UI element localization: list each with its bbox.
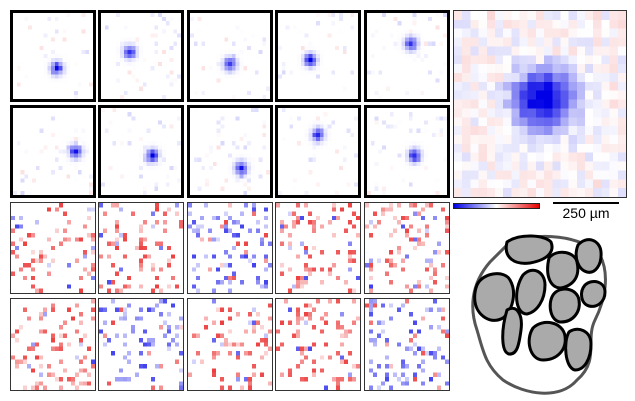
heatmap-canvas xyxy=(278,13,358,99)
heatmap-canvas xyxy=(101,108,181,195)
heatmap-canvas xyxy=(365,299,449,390)
heatmap-canvas xyxy=(99,203,183,293)
cell-shape xyxy=(473,272,515,322)
noise-map-panel xyxy=(187,202,273,294)
heatmap-canvas xyxy=(11,203,95,293)
heatmap-canvas xyxy=(365,203,449,293)
heatmap-canvas xyxy=(276,299,360,390)
heatmap-canvas xyxy=(13,13,93,99)
cell-shape xyxy=(564,327,593,372)
heatmap-canvas xyxy=(276,203,360,293)
colorbar xyxy=(453,203,540,209)
noise-map-panel xyxy=(98,298,184,391)
neuron-map-panel xyxy=(10,10,96,102)
noise-map-panel xyxy=(10,202,96,294)
average-heatmap xyxy=(453,10,627,198)
heatmap-canvas xyxy=(188,299,272,390)
heatmap-canvas xyxy=(188,203,272,293)
neuron-map-panel xyxy=(98,10,184,102)
cell-shape xyxy=(501,306,523,356)
cell-shape xyxy=(527,320,567,362)
noise-map-panel xyxy=(364,202,450,294)
heatmap-canvas xyxy=(13,108,93,195)
neuron-map-panel xyxy=(275,105,361,198)
neuron-map-panel xyxy=(187,105,273,198)
heatmap-canvas xyxy=(99,299,183,390)
heatmap-canvas xyxy=(190,13,270,99)
cell-shape xyxy=(574,238,603,274)
neuron-map-panel xyxy=(187,10,273,102)
noise-map-panel xyxy=(275,298,361,391)
cell-shape xyxy=(548,287,581,324)
noise-map-panel xyxy=(275,202,361,294)
heatmap-canvas xyxy=(190,108,270,195)
cell-shape xyxy=(515,268,547,316)
neuron-map-panel xyxy=(10,105,96,198)
heatmap-canvas xyxy=(367,108,447,195)
average-heatmap-canvas xyxy=(454,11,626,197)
noise-map-panel xyxy=(98,202,184,294)
noise-map-panel xyxy=(10,298,96,391)
neuron-map-panel xyxy=(275,10,361,102)
neuron-map-panel xyxy=(98,105,184,198)
cell-schematic xyxy=(471,234,607,395)
cell-shape xyxy=(580,280,607,308)
cell-shape xyxy=(546,250,580,290)
noise-map-panel xyxy=(364,298,450,391)
scale-bar-label: 250 µm xyxy=(562,205,610,221)
cell-shape xyxy=(504,234,554,265)
neuron-map-panel xyxy=(364,105,450,198)
scale-bar xyxy=(553,202,619,204)
heatmap-canvas xyxy=(11,299,95,390)
heatmap-canvas xyxy=(278,108,358,195)
heatmap-canvas xyxy=(101,13,181,99)
neuron-map-panel xyxy=(364,10,450,102)
heatmap-canvas xyxy=(367,13,447,99)
noise-map-panel xyxy=(187,298,273,391)
